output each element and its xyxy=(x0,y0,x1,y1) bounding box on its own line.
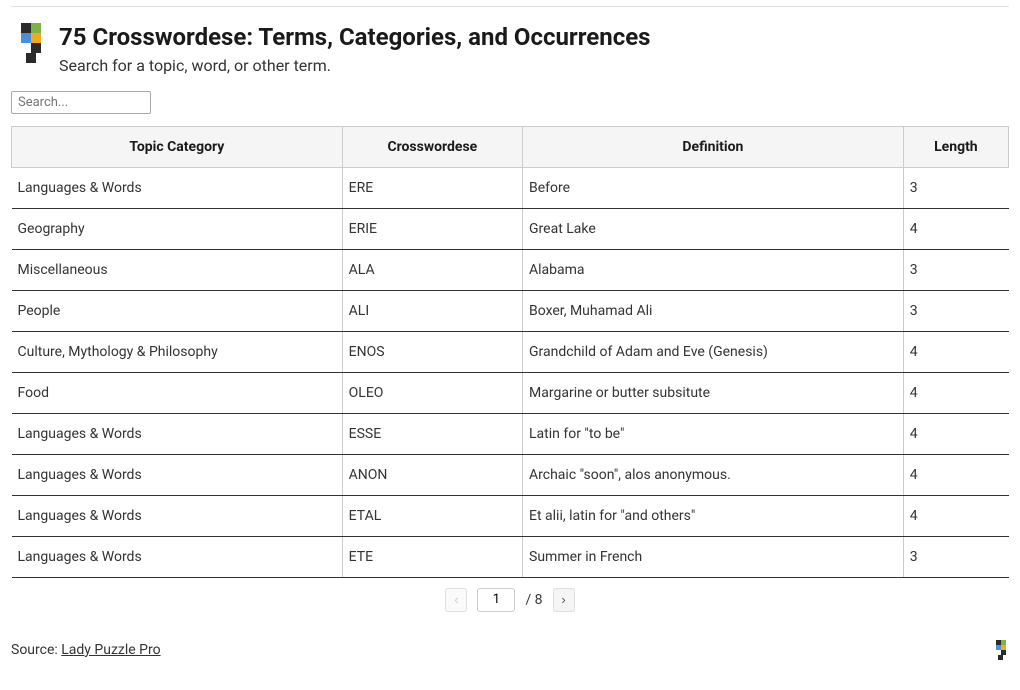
table-cell: 3 xyxy=(903,249,1008,290)
table-cell: 4 xyxy=(903,413,1008,454)
footer: Source: Lady Puzzle Pro xyxy=(11,622,1009,670)
table-row: FoodOLEOMargarine or butter subsitute4 xyxy=(12,372,1009,413)
table-row: Culture, Mythology & PhilosophyENOSGrand… xyxy=(12,331,1009,372)
table-row: GeographyERIEGreat Lake4 xyxy=(12,208,1009,249)
table-cell: Margarine or butter subsitute xyxy=(523,372,904,413)
table-cell: Geography xyxy=(12,208,343,249)
table-cell: ETE xyxy=(342,536,522,577)
table-row: Languages & WordsETESummer in French3 xyxy=(12,536,1009,577)
crosswordese-table: Topic Category Crosswordese Definition L… xyxy=(11,126,1009,578)
table-cell: 3 xyxy=(903,167,1008,208)
page-subtitle: Search for a topic, word, or other term. xyxy=(59,56,1009,75)
table-cell: Great Lake xyxy=(523,208,904,249)
table-row: Languages & WordsEREBefore3 xyxy=(12,167,1009,208)
table-cell: Archaic "soon", alos anonymous. xyxy=(523,454,904,495)
table-cell: Languages & Words xyxy=(12,167,343,208)
table-cell: Languages & Words xyxy=(12,454,343,495)
table-cell: Summer in French xyxy=(523,536,904,577)
pagination: ‹ / 8 › xyxy=(11,578,1009,622)
search-input[interactable] xyxy=(11,91,151,114)
footer-puzzle-logo-icon xyxy=(993,640,1009,660)
page-title: 75 Crosswordese: Terms, Categories, and … xyxy=(59,23,1009,52)
prev-page-button[interactable]: ‹ xyxy=(445,588,467,612)
table-cell: Alabama xyxy=(523,249,904,290)
table-cell: Et alii, latin for "and others" xyxy=(523,495,904,536)
column-header-crosswordese[interactable]: Crosswordese xyxy=(342,126,522,167)
table-cell: 3 xyxy=(903,290,1008,331)
table-row: Languages & WordsETALEt alii, latin for … xyxy=(12,495,1009,536)
table-cell: ALI xyxy=(342,290,522,331)
table-cell: ETAL xyxy=(342,495,522,536)
table-cell: 4 xyxy=(903,495,1008,536)
table-cell: Languages & Words xyxy=(12,495,343,536)
table-cell: Food xyxy=(12,372,343,413)
table-cell: Languages & Words xyxy=(12,536,343,577)
table-cell: Languages & Words xyxy=(12,413,343,454)
table-cell: ERE xyxy=(342,167,522,208)
table-cell: ALA xyxy=(342,249,522,290)
source-link[interactable]: Lady Puzzle Pro xyxy=(61,642,160,658)
table-cell: Boxer, Muhamad Ali xyxy=(523,290,904,331)
table-row: MiscellaneousALAAlabama3 xyxy=(12,249,1009,290)
puzzle-logo-icon xyxy=(15,23,47,63)
page-total-label: / 8 xyxy=(525,592,542,608)
column-header-length[interactable]: Length xyxy=(903,126,1008,167)
table-cell: Latin for "to be" xyxy=(523,413,904,454)
table-cell: Grandchild of Adam and Eve (Genesis) xyxy=(523,331,904,372)
column-header-definition[interactable]: Definition xyxy=(523,126,904,167)
table-cell: 4 xyxy=(903,372,1008,413)
table-row: Languages & WordsESSELatin for "to be"4 xyxy=(12,413,1009,454)
table-cell: ENOS xyxy=(342,331,522,372)
table-cell: 4 xyxy=(903,454,1008,495)
table-cell: OLEO xyxy=(342,372,522,413)
table-row: Languages & WordsANONArchaic "soon", alo… xyxy=(12,454,1009,495)
table-cell: Before xyxy=(523,167,904,208)
table-cell: People xyxy=(12,290,343,331)
column-header-topic[interactable]: Topic Category xyxy=(12,126,343,167)
table-cell: ERIE xyxy=(342,208,522,249)
table-cell: 4 xyxy=(903,208,1008,249)
table-cell: Miscellaneous xyxy=(12,249,343,290)
table-cell: Culture, Mythology & Philosophy xyxy=(12,331,343,372)
table-header-row: Topic Category Crosswordese Definition L… xyxy=(12,126,1009,167)
table-cell: ANON xyxy=(342,454,522,495)
page-number-input[interactable] xyxy=(477,588,515,612)
page-header: 75 Crosswordese: Terms, Categories, and … xyxy=(11,7,1009,85)
table-row: PeopleALIBoxer, Muhamad Ali3 xyxy=(12,290,1009,331)
table-cell: 4 xyxy=(903,331,1008,372)
source-prefix: Source: xyxy=(11,642,61,658)
table-cell: ESSE xyxy=(342,413,522,454)
table-cell: 3 xyxy=(903,536,1008,577)
next-page-button[interactable]: › xyxy=(553,588,575,612)
